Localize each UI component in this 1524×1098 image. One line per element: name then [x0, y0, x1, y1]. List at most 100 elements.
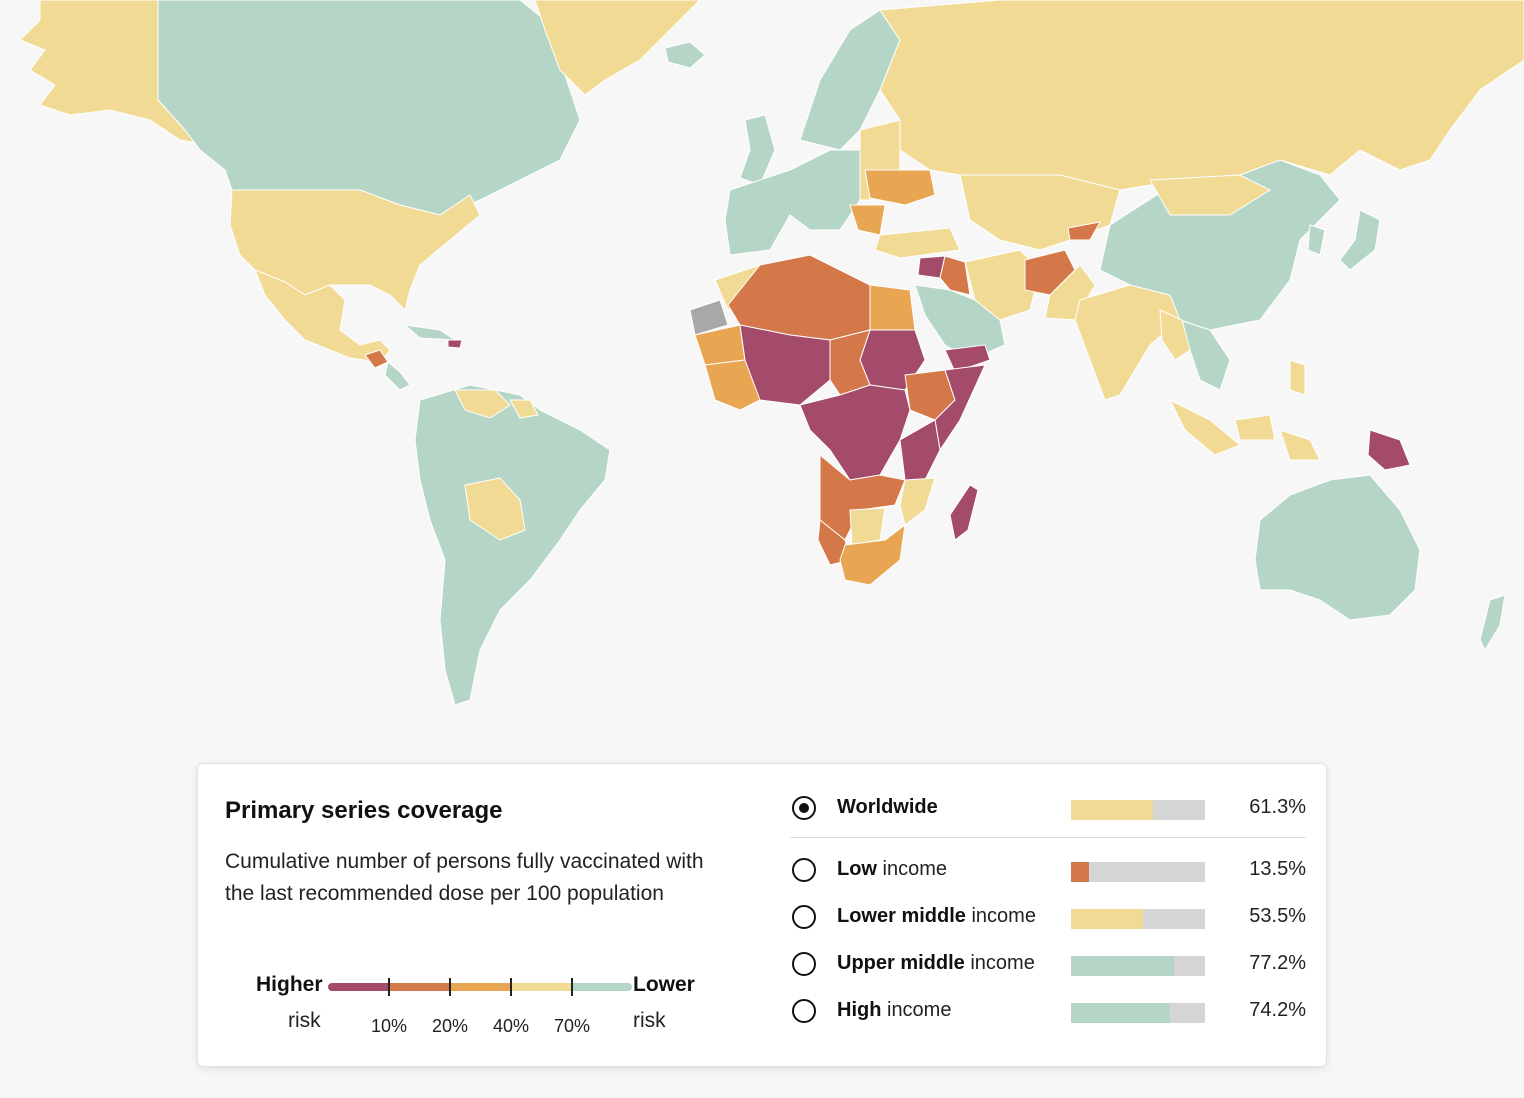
coverage-bar-fill — [1071, 909, 1143, 929]
option-low-income[interactable]: Low income 13.5% — [790, 856, 1306, 888]
region-egypt[interactable] — [869, 284, 916, 331]
option-label-bold: High — [837, 999, 882, 1021]
region-australia[interactable] — [1254, 474, 1421, 621]
legend-tick-label: 10% — [370, 1016, 408, 1036]
legend-tick-label: 70% — [553, 1016, 591, 1036]
option-lower-middle-income[interactable]: Lower middle income 53.5% — [790, 903, 1306, 935]
option-label-rest: income — [964, 952, 1035, 974]
region-papua-new-guinea[interactable] — [1367, 429, 1411, 471]
panel-title: Primary series coverage — [225, 797, 503, 824]
coverage-value: 61.3% — [1249, 796, 1306, 818]
option-worldwide[interactable]: Worldwide 61.3% — [790, 794, 1306, 826]
region-mongolia[interactable] — [1149, 174, 1272, 216]
region-south-africa[interactable] — [839, 523, 906, 586]
legend-tick — [449, 978, 451, 996]
region-central-america[interactable] — [384, 361, 411, 391]
legend-seg-over70 — [572, 983, 632, 991]
region-mozambique[interactable] — [899, 477, 936, 526]
color-legend: Higher risk 10% 20% 40% 70% Lower risk — [256, 968, 706, 1048]
option-label: Worldwide — [837, 796, 938, 819]
option-label-bold: Worldwide — [837, 796, 938, 818]
region-madagascar[interactable] — [949, 484, 979, 541]
coverage-bar — [1071, 800, 1205, 820]
info-panel: Primary series coverage Cumulative numbe… — [197, 763, 1327, 1067]
option-label: Lower middle income — [837, 905, 1036, 928]
region-iceland[interactable] — [664, 41, 706, 69]
coverage-value: 74.2% — [1249, 999, 1306, 1021]
coverage-bar-fill — [1071, 800, 1154, 820]
legend-seg-20-40 — [450, 983, 511, 991]
option-label-rest: income — [965, 905, 1036, 927]
region-bolivia[interactable] — [464, 477, 526, 541]
region-kyrgyzstan[interactable] — [1067, 221, 1101, 241]
world-map-svg[interactable] — [0, 0, 1524, 720]
radio-button[interactable] — [792, 796, 816, 820]
region-philippines[interactable] — [1289, 359, 1306, 396]
radio-button[interactable] — [792, 905, 816, 929]
region-mexico[interactable] — [254, 269, 391, 366]
option-label-rest: income — [877, 858, 948, 880]
radio-button[interactable] — [792, 999, 816, 1023]
coverage-bar — [1071, 1003, 1205, 1023]
region-guyana[interactable] — [509, 399, 539, 419]
world-map[interactable] — [0, 0, 1524, 720]
region-iran[interactable] — [964, 249, 1041, 321]
option-upper-middle-income[interactable]: Upper middle income 77.2% — [790, 950, 1306, 982]
option-high-income[interactable]: High income 74.2% — [790, 997, 1306, 1029]
region-south-america[interactable] — [414, 384, 611, 706]
region-ukraine[interactable] — [864, 169, 936, 206]
legend-tick — [388, 978, 390, 996]
region-japan[interactable] — [1339, 209, 1381, 271]
region-new-zealand[interactable] — [1479, 594, 1506, 652]
legend-tick — [571, 978, 573, 996]
region-east-africa[interactable] — [899, 419, 941, 481]
region-haiti[interactable] — [447, 339, 463, 349]
region-iraq[interactable] — [939, 255, 971, 296]
region-venezuela[interactable] — [454, 389, 511, 419]
radio-button[interactable] — [792, 858, 816, 882]
region-china[interactable] — [1099, 159, 1341, 331]
panel-description: Cumulative number of persons fully vacci… — [225, 850, 704, 905]
option-label-bold: Lower middle — [837, 905, 966, 927]
option-label: Low income — [837, 858, 947, 881]
region-saudi-arabia[interactable] — [914, 284, 1006, 361]
options-divider — [790, 837, 1306, 838]
coverage-value: 53.5% — [1249, 905, 1306, 927]
legend-higher-label: Higher — [256, 973, 323, 996]
legend-lower-sub: risk — [633, 1009, 666, 1032]
option-label-rest: income — [881, 999, 952, 1021]
region-botswana[interactable] — [849, 507, 886, 546]
legend-ramp: 10% 20% 40% 70% — [328, 978, 632, 1036]
coverage-value: 77.2% — [1249, 952, 1306, 974]
coverage-bar-fill — [1071, 1003, 1171, 1023]
coverage-bar-fill — [1071, 862, 1090, 882]
radio-selected-dot — [799, 803, 809, 813]
option-label-bold: Upper middle — [837, 952, 965, 974]
legend-tick — [510, 978, 512, 996]
region-indonesia[interactable] — [1168, 398, 1321, 461]
region-western-sahara[interactable] — [689, 299, 729, 336]
coverage-bar — [1071, 909, 1205, 929]
region-myanmar[interactable] — [1159, 309, 1191, 361]
legend-higher-sub: risk — [288, 1009, 321, 1032]
region-greenland[interactable] — [534, 0, 701, 96]
legend-seg-under10 — [328, 983, 389, 991]
region-turkey[interactable] — [874, 227, 961, 259]
radio-button[interactable] — [792, 952, 816, 976]
coverage-bar-fill — [1071, 956, 1175, 976]
coverage-value: 13.5% — [1249, 858, 1306, 880]
option-label: Upper middle income — [837, 952, 1035, 975]
region-yemen[interactable] — [944, 344, 991, 373]
legend-tick-label: 40% — [492, 1016, 530, 1036]
coverage-bar — [1071, 862, 1205, 882]
region-west-africa-coast[interactable] — [704, 359, 761, 411]
legend-seg-40-70 — [511, 983, 572, 991]
legend-lower-label: Lower — [633, 973, 695, 996]
region-korea[interactable] — [1307, 224, 1326, 256]
coverage-bar — [1071, 956, 1205, 976]
legend-seg-10-20 — [389, 983, 450, 991]
option-label-bold: Low — [837, 858, 877, 880]
region-western-europe[interactable] — [724, 149, 861, 256]
option-label: High income — [837, 999, 951, 1022]
legend-tick-label: 20% — [431, 1016, 469, 1036]
